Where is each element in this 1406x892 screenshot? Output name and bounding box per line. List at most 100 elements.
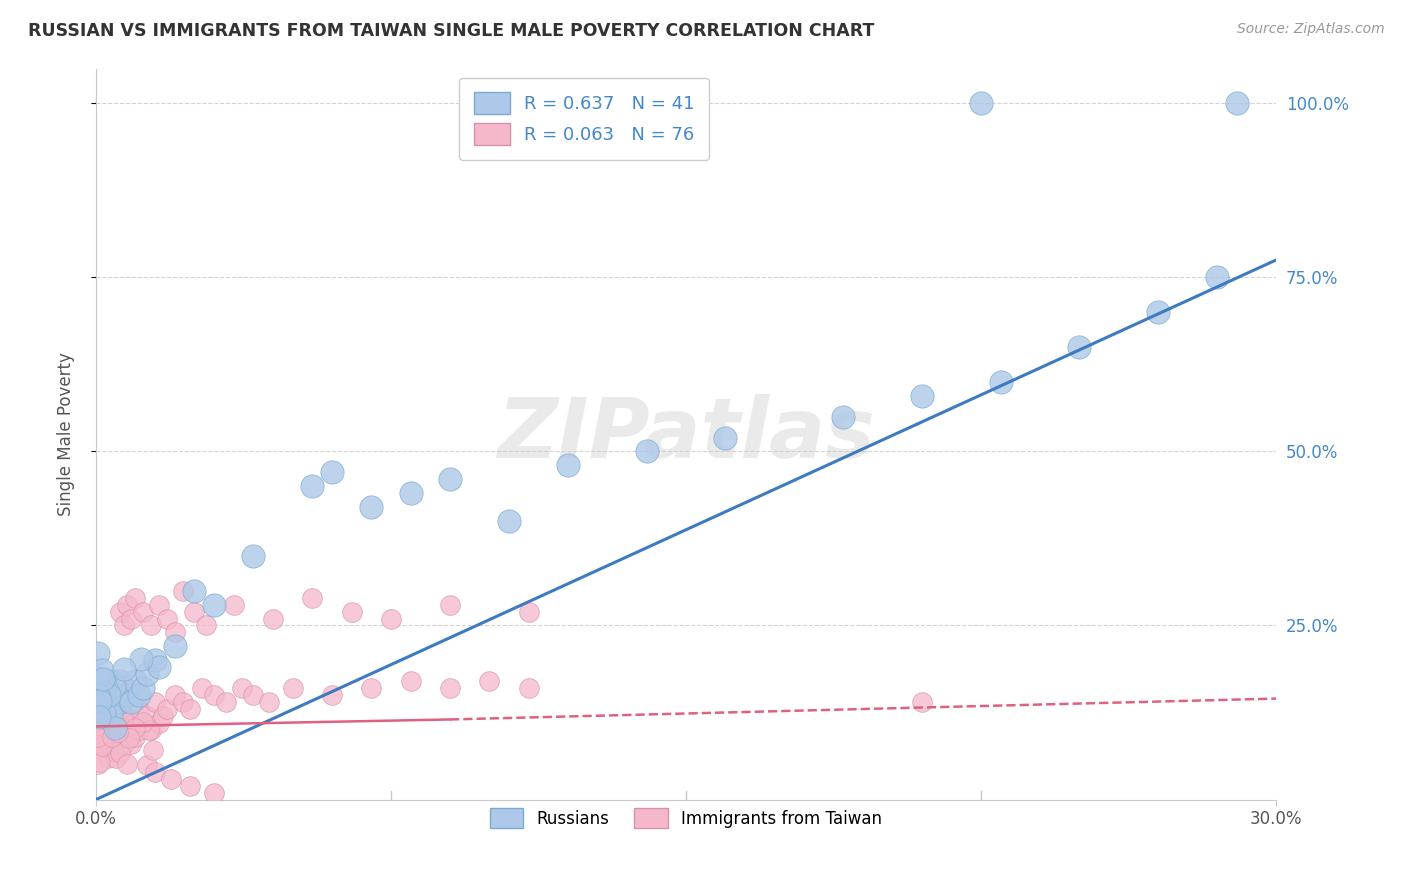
Point [117,709,139,723]
Point [128,688,150,702]
Point [89,678,111,692]
Point [128,723,150,737]
Point [104,709,127,723]
Point [380,611,402,625]
Point [108,744,131,758]
Point [124,715,146,730]
Point [87,689,110,703]
Point [97,688,120,702]
Point [163,625,186,640]
Point [100,730,122,744]
Point [104,750,127,764]
Point [91,712,114,726]
Point [138,723,160,738]
Point [89,723,111,737]
Point [179,702,201,716]
Point [93,744,115,758]
Point [87,718,110,732]
Point [142,743,165,757]
Point [117,598,139,612]
Point [91,672,114,686]
Point [172,695,194,709]
Point [108,730,131,744]
Text: ZIPatlas: ZIPatlas [498,393,875,475]
Point [156,611,179,625]
Point [101,726,124,740]
Point [97,715,120,730]
Point [93,709,115,723]
Point [163,640,186,654]
Point [321,688,343,702]
Point [107,724,129,739]
Point [231,681,253,695]
Point [91,676,114,690]
Point [87,646,110,660]
Point [202,786,225,800]
Point [104,721,127,735]
Point [87,672,110,686]
Point [132,714,155,729]
Point [321,465,343,479]
Point [242,549,264,563]
Point [93,681,115,695]
Point [498,514,520,528]
Point [104,688,127,702]
Point [156,702,179,716]
Point [439,472,461,486]
Point [148,660,170,674]
Point [120,723,142,737]
Point [1206,270,1229,285]
Point [105,718,128,732]
Point [636,444,658,458]
Point [439,598,461,612]
Point [970,96,993,111]
Point [93,674,115,689]
Point [90,663,112,677]
Point [143,695,166,709]
Point [399,674,422,689]
Point [94,698,117,712]
Point [94,678,117,692]
Point [340,605,363,619]
Point [89,694,111,708]
Point [93,688,115,702]
Point [120,737,142,751]
Point [128,702,150,716]
Point [117,730,139,744]
Point [89,681,111,696]
Point [89,737,111,751]
Point [183,583,205,598]
Point [120,695,142,709]
Point [124,674,146,689]
Point [478,674,501,689]
Point [301,479,323,493]
Point [301,591,323,605]
Point [87,757,110,772]
Point [97,695,120,709]
Point [108,720,131,734]
Point [139,618,162,632]
Point [104,681,127,695]
Point [100,744,122,758]
Point [120,611,142,625]
Point [148,715,170,730]
Point [281,681,304,695]
Point [93,713,115,727]
Point [100,703,122,717]
Point [132,605,155,619]
Point [360,681,382,695]
Point [104,737,127,751]
Point [202,598,225,612]
Point [262,611,284,625]
Y-axis label: Single Male Poverty: Single Male Poverty [58,352,75,516]
Point [108,674,131,689]
Point [89,678,111,692]
Point [87,710,110,724]
Point [98,688,121,702]
Point [222,598,245,612]
Point [143,764,166,779]
Point [191,681,214,695]
Point [124,730,146,744]
Text: Source: ZipAtlas.com: Source: ZipAtlas.com [1237,22,1385,37]
Point [93,706,115,721]
